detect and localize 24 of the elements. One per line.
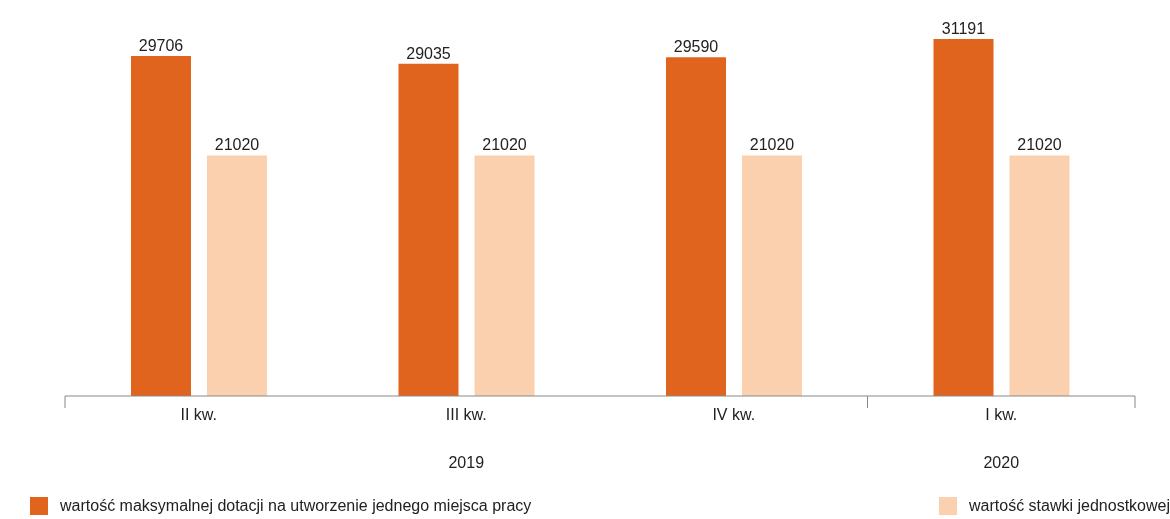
data-label: 21020 (214, 136, 260, 154)
data-label: 31191 (941, 20, 986, 37)
text: 2019 (448, 454, 485, 471)
data-label: 29035 (406, 44, 451, 62)
data-label: 21020 (482, 136, 527, 154)
bar (131, 56, 191, 396)
data-label: 29706 (138, 37, 184, 54)
data-label: 21020 (749, 136, 795, 154)
bar (666, 57, 726, 396)
bar (933, 39, 994, 396)
bar (1009, 155, 1070, 396)
legend-label: wartość maksymalnej dotacji na utworzenie jednego miejsca pracy (60, 497, 532, 515)
bar (207, 155, 267, 396)
x-tick-label: III kw. (445, 406, 487, 423)
x-tick-label: I kw. (985, 406, 1018, 423)
x-tick-label: II kw. (180, 406, 217, 423)
x-tick-label: IV kw. (712, 406, 756, 423)
legend-label: wartość stawki jednostkowej (969, 497, 1170, 515)
data-label: 21020 (1017, 136, 1062, 154)
text: 2020 (983, 454, 1020, 471)
data-label: 29590 (673, 38, 719, 56)
bar (474, 155, 535, 396)
bar (742, 155, 802, 396)
bar (398, 63, 459, 396)
